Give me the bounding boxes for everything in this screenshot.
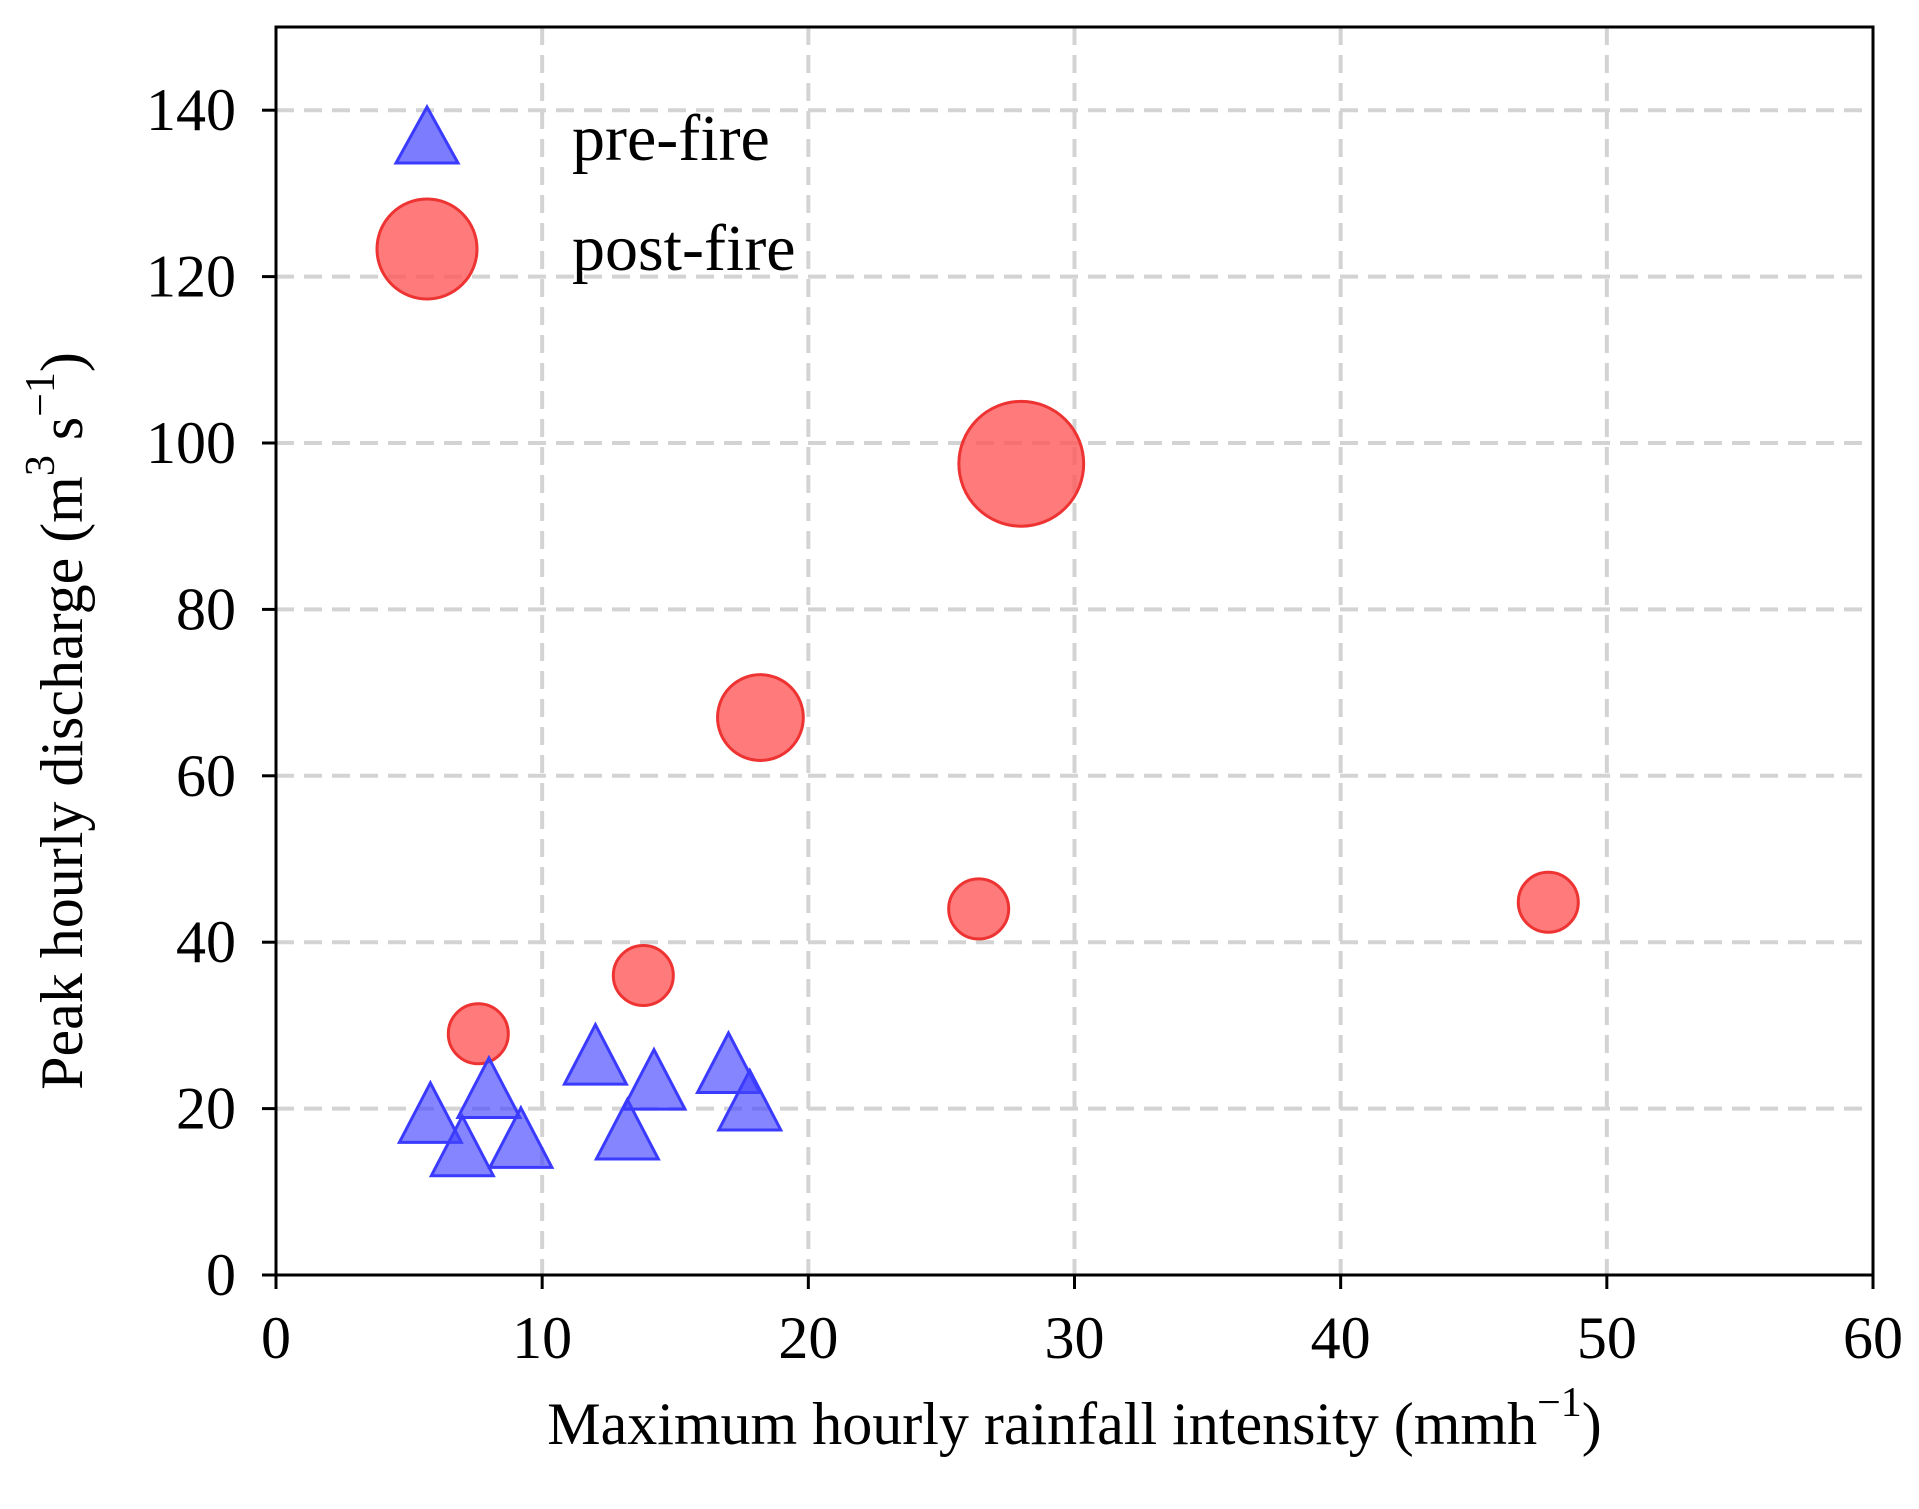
x-tick-label: 10 (512, 1305, 572, 1371)
data-points (396, 399, 1580, 1178)
post-fire-point (957, 399, 1086, 528)
legend-post-fire-label: post-fire (572, 212, 796, 285)
y-tick-label: 140 (146, 77, 236, 143)
y-tick-label: 20 (176, 1076, 236, 1142)
post-fire-point (1516, 870, 1580, 934)
pre-fire-point (487, 1104, 555, 1169)
legend-pre-fire-marker (393, 103, 461, 165)
y-tick-label: 0 (206, 1242, 236, 1308)
x-tick-label: 40 (1311, 1305, 1371, 1371)
pre-fire-point (428, 1112, 496, 1178)
x-axis-ticks: 0 10 20 30 40 50 60 (261, 1275, 1903, 1371)
pre-fire-point (593, 1096, 661, 1161)
y-axis-label: Peak hourly discharge (m3 s−1) (18, 352, 95, 1090)
x-tick-label: 20 (778, 1305, 838, 1371)
y-tick-label: 120 (146, 244, 236, 310)
x-axis-label: Maximum hourly rainfall intensity (mmh−1… (547, 1380, 1602, 1457)
plot-frame (274, 25, 1875, 1277)
y-tick-label: 40 (176, 909, 236, 975)
pre-fire-point (455, 1054, 523, 1119)
legend: pre-fire post-fire (375, 102, 796, 301)
legend-post-fire-marker (375, 197, 479, 301)
grid-lines (276, 27, 1873, 1275)
post-fire-point (947, 877, 1011, 941)
post-fire-point (611, 943, 675, 1007)
y-tick-label: 60 (176, 743, 236, 809)
post-fire-point (446, 1002, 510, 1066)
pre-fire-point (620, 1046, 688, 1111)
pre-fire-point (561, 1021, 629, 1086)
x-tick-label: 50 (1577, 1305, 1637, 1371)
y-axis-ticks: 0 20 40 60 80 100 120 140 (146, 77, 276, 1308)
pre-fire-point (396, 1079, 464, 1144)
x-tick-label: 0 (261, 1305, 291, 1371)
y-tick-label: 80 (176, 576, 236, 642)
post-fire-point (716, 673, 805, 762)
pre-fire-point (695, 1029, 762, 1094)
pre-fire-point (716, 1067, 784, 1132)
x-tick-label: 30 (1045, 1305, 1105, 1371)
legend-pre-fire-label: pre-fire (572, 102, 770, 175)
y-tick-label: 100 (146, 410, 236, 476)
x-tick-label: 60 (1843, 1305, 1903, 1371)
